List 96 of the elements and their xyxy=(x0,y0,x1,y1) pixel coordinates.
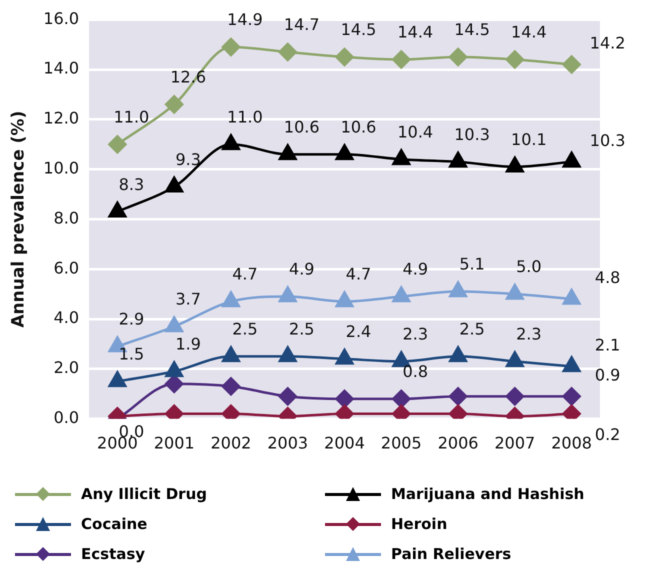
data-label: 2.5 xyxy=(459,320,485,339)
y-tick-label: 10.0 xyxy=(43,158,80,178)
point xyxy=(165,316,184,332)
data-label: 0.8 xyxy=(402,362,428,381)
y-tick-label: 2.0 xyxy=(54,358,80,378)
point xyxy=(506,284,524,300)
y-axis-title: Annual prevalence (%) xyxy=(8,110,29,328)
data-label: 11.0 xyxy=(227,108,263,127)
legend-label: Marijuana and Hashish xyxy=(391,485,584,503)
data-label: 5.1 xyxy=(459,254,485,274)
point xyxy=(108,371,126,388)
point xyxy=(165,361,184,378)
data-label: 8.3 xyxy=(118,174,144,194)
x-tick-label: 2001 xyxy=(154,434,195,453)
y-tick-label: 0.0 xyxy=(54,408,80,427)
legend-label: Cocaine xyxy=(81,515,148,533)
data-label: 14.9 xyxy=(227,10,263,30)
point xyxy=(392,149,410,166)
point xyxy=(562,288,581,305)
data-label: 4.8 xyxy=(594,268,620,288)
y-tick-label: 4.0 xyxy=(54,308,80,328)
legend-label: Ecstasy xyxy=(81,545,146,563)
x-tick-label: 2003 xyxy=(267,434,308,453)
data-label: 5.0 xyxy=(516,257,542,276)
point xyxy=(562,356,581,372)
data-label: 10.3 xyxy=(454,124,490,144)
point xyxy=(449,152,468,168)
data-label: 4.9 xyxy=(289,260,314,279)
point xyxy=(392,286,410,302)
point xyxy=(278,286,297,302)
data-label: 2.5 xyxy=(289,320,314,339)
point xyxy=(449,281,468,298)
data-label: 0.9 xyxy=(594,366,620,384)
point xyxy=(392,50,411,69)
data-label: 0.2 xyxy=(594,424,620,444)
data-label: 1.9 xyxy=(175,334,201,354)
data-label: 2.3 xyxy=(516,324,542,344)
point xyxy=(222,346,240,362)
data-label: 4.9 xyxy=(402,260,428,279)
y-tick-label: 12.0 xyxy=(43,108,80,128)
x-tick-label: 2007 xyxy=(494,434,536,453)
x-tick-label: 2005 xyxy=(380,434,422,453)
point xyxy=(506,351,524,368)
point xyxy=(108,201,126,218)
legend-label: Any Illicit Drug xyxy=(81,485,207,503)
data-label: 2.1 xyxy=(594,336,620,355)
y-tick-label: 6.0 xyxy=(54,258,80,278)
data-label: 14.7 xyxy=(284,15,320,34)
data-label: 14.2 xyxy=(590,34,626,53)
x-tick-label: 2006 xyxy=(438,434,478,453)
data-label: 14.5 xyxy=(340,20,376,40)
point xyxy=(562,152,581,168)
y-tick-label: 14.0 xyxy=(43,58,80,78)
point xyxy=(448,48,468,66)
data-label: 2.5 xyxy=(232,320,258,339)
point xyxy=(222,38,240,56)
point xyxy=(335,291,354,308)
data-label: 14.4 xyxy=(511,22,547,42)
data-label: 4.7 xyxy=(232,264,258,284)
data-label: 14.4 xyxy=(397,22,434,42)
point xyxy=(164,95,184,114)
data-label: 14.5 xyxy=(454,20,490,40)
data-label: 10.6 xyxy=(284,117,320,136)
legend-label: Pain Relievers xyxy=(391,545,512,563)
data-label: 2.3 xyxy=(402,324,428,344)
data-label: 9.3 xyxy=(175,150,201,169)
x-tick-label: 2002 xyxy=(210,434,252,453)
x-tick-label: 2004 xyxy=(324,434,365,453)
point xyxy=(278,42,297,62)
point xyxy=(335,144,354,160)
legend-label: Heroin xyxy=(391,515,448,533)
point xyxy=(108,135,127,154)
data-label: 10.6 xyxy=(340,117,376,136)
point xyxy=(449,346,468,362)
point xyxy=(335,48,354,66)
point xyxy=(222,134,240,150)
point xyxy=(165,176,184,193)
data-label: 2.9 xyxy=(118,310,144,329)
data-label: 3.7 xyxy=(175,290,201,309)
data-label: 10.1 xyxy=(511,130,547,149)
data-label: 10.3 xyxy=(590,130,626,150)
point xyxy=(278,346,297,362)
x-tick-label: 2008 xyxy=(551,434,592,453)
data-label: 11.0 xyxy=(114,108,150,127)
point xyxy=(562,55,581,74)
data-label: 4.7 xyxy=(346,264,372,284)
data-label: 1.5 xyxy=(118,344,144,364)
point xyxy=(222,291,240,308)
data-label: 10.4 xyxy=(397,122,434,142)
data-label: 2.4 xyxy=(346,322,372,342)
point xyxy=(278,144,297,160)
point xyxy=(506,156,524,173)
point xyxy=(335,348,354,365)
y-tick-label: 16.0 xyxy=(43,8,80,28)
y-tick-label: 8.0 xyxy=(54,208,80,228)
point xyxy=(506,50,524,69)
